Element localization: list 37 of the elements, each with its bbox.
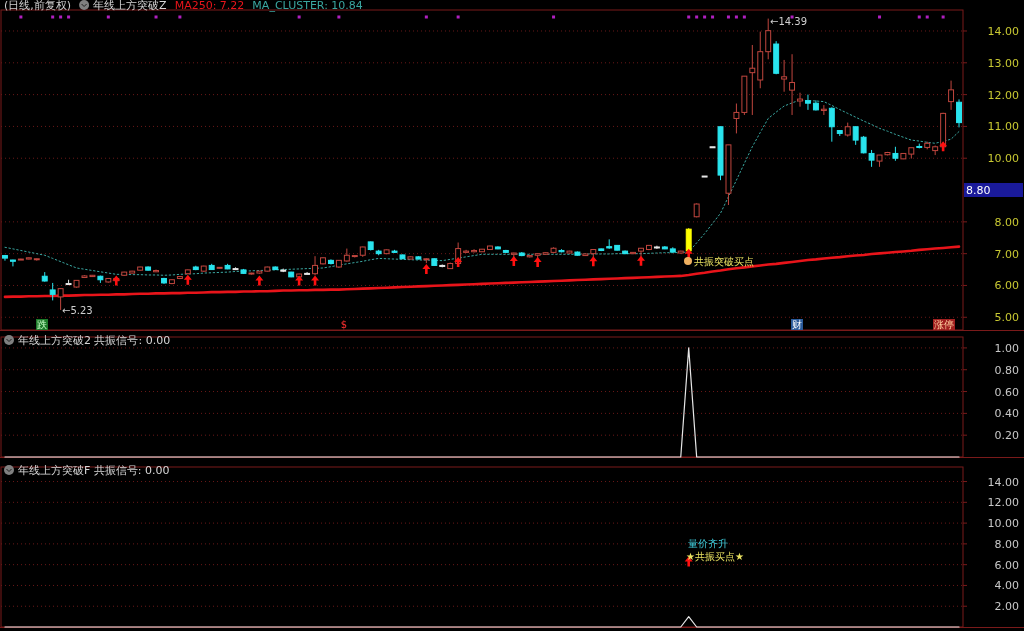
y-tick-label: 6.00	[994, 279, 1019, 293]
chart-title: 年线上方突破Z	[93, 0, 168, 12]
y-tick-label: 10.00	[987, 152, 1019, 166]
y-tick-label: 6.00	[994, 558, 1019, 572]
chart-subtitle: (日线,前复权)	[4, 0, 72, 12]
annotation: $	[340, 319, 348, 330]
y-tick-label: 8.00	[994, 537, 1019, 551]
y-tick-label: 2.00	[994, 600, 1019, 614]
y-tick-label: 14.00	[987, 475, 1019, 489]
y-tick-label: 0.80	[994, 363, 1019, 377]
y-tick-label: 12.00	[987, 88, 1019, 102]
y-tick-label: 14.00	[987, 24, 1019, 38]
annotation: ★共振买点★	[686, 551, 744, 562]
chart-title: 年线上方突破F 共振信号: 0.00	[18, 464, 170, 477]
text: 8.80	[966, 184, 991, 197]
y-tick-label: 0.20	[994, 429, 1019, 443]
chart-title: 年线上方突破2 共振信号: 0.00	[18, 334, 171, 347]
y-tick-label: 0.60	[994, 385, 1019, 399]
annotation: ←5.23	[62, 305, 93, 316]
y-tick-label: 4.00	[994, 579, 1019, 593]
annotation: 共振突破买点	[694, 256, 754, 267]
annotation: 跌	[37, 319, 47, 330]
text: MA_CLUSTER: 10.84	[252, 0, 363, 12]
y-tick-label: 11.00	[987, 120, 1019, 134]
y-tick-label: 7.00	[994, 247, 1019, 261]
y-tick-label: 10.00	[987, 517, 1019, 531]
text: MA250: 7.22	[174, 0, 245, 12]
y-tick-label: 13.00	[987, 56, 1019, 70]
y-tick-label: 5.00	[994, 311, 1019, 325]
y-tick-label: 12.00	[987, 496, 1019, 510]
y-tick-label: 1.00	[994, 341, 1019, 355]
annotation: ←14.39	[770, 16, 808, 27]
y-tick-label: 0.40	[994, 407, 1019, 421]
y-tick-label: 8.00	[994, 215, 1019, 229]
annotation: 涨停	[934, 319, 954, 330]
annotation: 财	[792, 319, 802, 330]
annotation: 量价齐升	[688, 538, 728, 549]
